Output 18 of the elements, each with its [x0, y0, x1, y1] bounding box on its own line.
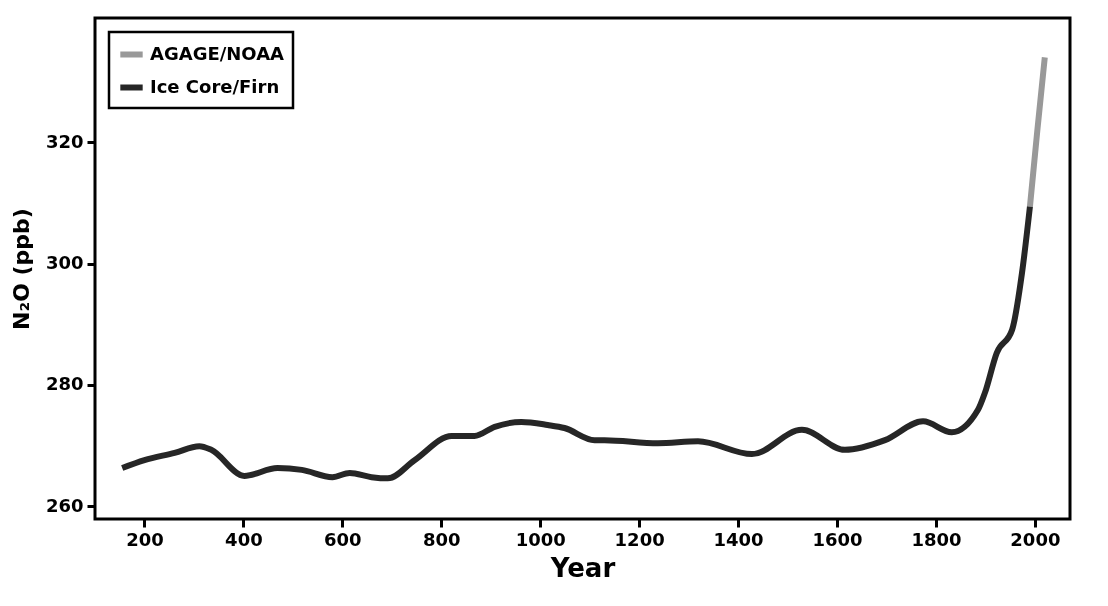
- y-tick-label: 300: [45, 252, 84, 274]
- x-tick-label: 1000: [515, 528, 566, 550]
- x-tick-label: 1200: [614, 528, 665, 550]
- x-tick-label: 1600: [812, 528, 863, 550]
- x-tick-label: 2000: [1010, 528, 1061, 550]
- x-tick-label: 800: [422, 528, 461, 550]
- x-tick-label: 600: [324, 528, 362, 550]
- y-tick-label: 320: [45, 130, 84, 152]
- legend-label: AGAGE/NOAA: [150, 42, 285, 64]
- x-tick-label: 200: [126, 528, 164, 550]
- x-tick-label: 1400: [713, 528, 764, 550]
- y-tick-label: 280: [45, 373, 84, 395]
- x-tick-label: 1800: [911, 528, 962, 550]
- y-tick-label: 260: [45, 494, 84, 516]
- x-axis-title: Year: [549, 552, 616, 583]
- x-tick-label: 400: [225, 528, 263, 550]
- y-axis-title: N₂O (ppb): [8, 208, 34, 330]
- legend-label: Ice Core/Firn: [150, 75, 280, 97]
